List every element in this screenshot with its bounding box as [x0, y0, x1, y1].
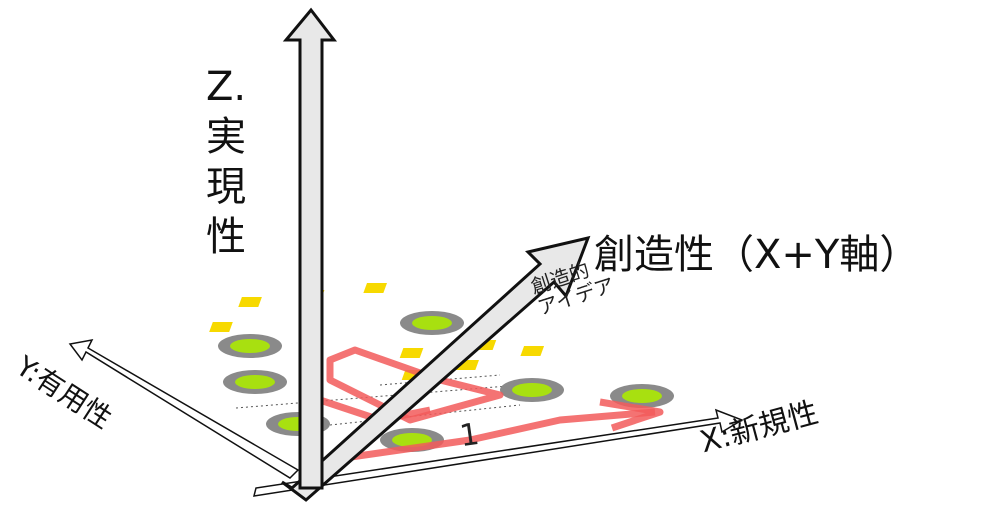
creative-path-arrowhead — [599, 398, 664, 432]
z-axis-label: Z. 実 現 性 — [196, 62, 256, 262]
idea-square — [363, 283, 387, 293]
red-paths — [326, 346, 664, 464]
idea-dot — [223, 370, 287, 394]
idea-dot — [400, 311, 464, 335]
idea-dots — [218, 311, 674, 452]
x-axis-arrow — [252, 408, 744, 497]
idea-dot — [500, 378, 564, 402]
z-axis-label-line: Z. — [205, 64, 247, 110]
y-axis-arrow — [68, 338, 300, 479]
idea-squares — [209, 283, 545, 380]
creative-path-right — [329, 408, 656, 464]
creativity-arrow — [281, 235, 591, 502]
z-axis-label-line: 性 — [206, 214, 246, 260]
idea-dot — [218, 334, 282, 358]
z-axis-label-line: 現 — [206, 164, 246, 210]
idea-square — [520, 346, 545, 356]
idea-dot — [610, 384, 674, 408]
z-axis-label-line: 実 — [206, 114, 246, 160]
z-axis-arrow — [282, 7, 338, 490]
creativity-axis-label: 創造性（X+Y軸） — [594, 232, 920, 278]
idea-square — [238, 297, 262, 307]
idea-square — [209, 322, 233, 332]
idea-square — [399, 348, 424, 358]
creative-path-loop — [326, 346, 504, 424]
